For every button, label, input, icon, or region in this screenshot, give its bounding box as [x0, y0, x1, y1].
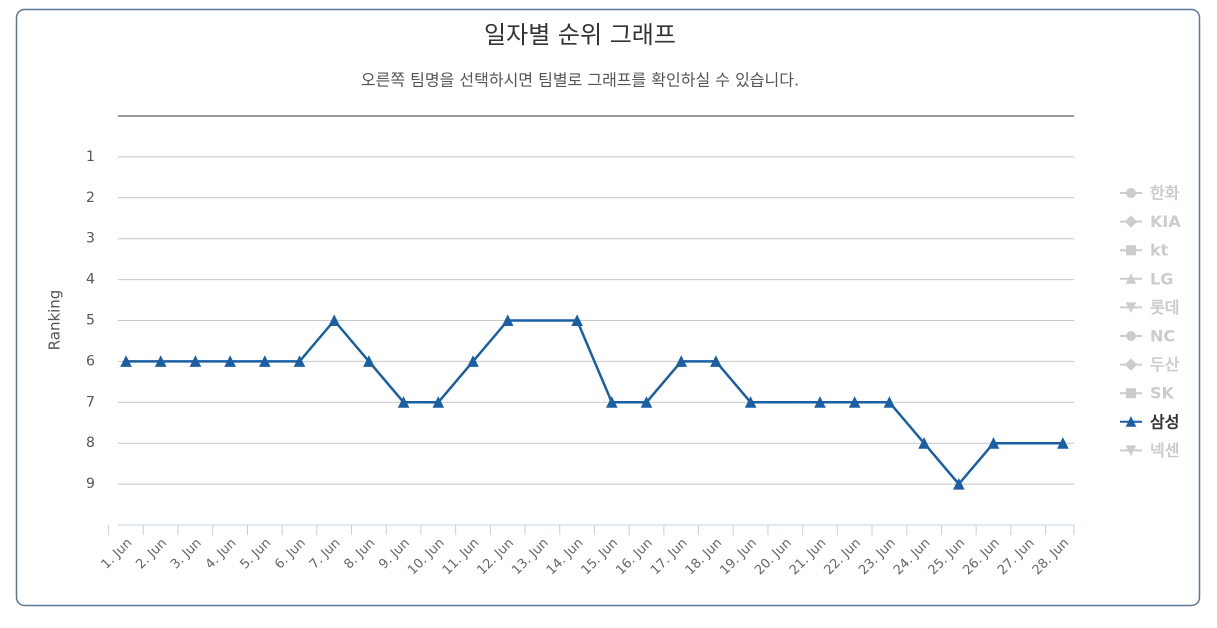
series-line-segment — [367, 360, 405, 404]
data-point — [883, 396, 896, 408]
legend-label: NC — [1150, 327, 1175, 346]
legend-label: 두산 — [1150, 355, 1180, 374]
y-tick-label: 3 — [86, 231, 95, 247]
series-line-segment — [888, 401, 926, 445]
legend-symbol — [1126, 188, 1136, 198]
series-line-segment — [472, 319, 509, 363]
legend-item[interactable]: KIA — [1120, 212, 1181, 231]
series-line-segment — [437, 360, 474, 404]
data-point — [675, 355, 688, 367]
series-line-segment — [333, 319, 370, 363]
legend-symbol — [1125, 445, 1137, 457]
data-point — [363, 355, 375, 367]
legend-item[interactable]: 넥센 — [1120, 441, 1179, 460]
legend-label: KIA — [1150, 212, 1181, 231]
series-line-segment — [575, 320, 613, 403]
legend-item[interactable]: 두산 — [1120, 355, 1180, 374]
data-point — [605, 396, 618, 408]
data-point — [571, 314, 583, 326]
legend-item[interactable]: kt — [1120, 241, 1169, 260]
y-tick-label: 9 — [86, 476, 95, 492]
y-tick-label: 4 — [86, 272, 95, 288]
data-point — [987, 437, 1000, 449]
legend-label: SK — [1150, 384, 1175, 403]
legend-label: 한화 — [1150, 184, 1180, 203]
legend-symbol — [1126, 245, 1136, 256]
legend-symbol — [1124, 215, 1138, 228]
legend-item[interactable]: 삼성 — [1120, 412, 1179, 431]
data-point — [640, 396, 653, 408]
series-line-segment — [923, 442, 960, 485]
y-tick-label: 5 — [86, 313, 95, 329]
y-tick-label: 8 — [86, 435, 95, 451]
y-tick-label: 1 — [86, 149, 95, 165]
chart-subtitle: 오른쪽 팀명을 선택하시면 팀별로 그래프를 확인하실 수 있습니다. — [361, 71, 799, 90]
data-point — [952, 477, 965, 490]
chart-title: 일자별 순위 그래프 — [484, 21, 676, 49]
y-tick-label: 6 — [86, 353, 95, 369]
series-line-segment — [298, 319, 336, 363]
legend-item[interactable]: 롯데 — [1120, 298, 1179, 317]
legend-symbol — [1125, 273, 1137, 284]
data-point — [189, 355, 202, 367]
legend-label: 삼성 — [1150, 412, 1179, 431]
data-point — [710, 355, 722, 367]
card-border — [15, 8, 1201, 607]
series-line-segment — [645, 360, 683, 404]
y-tick-label: 2 — [86, 190, 95, 206]
legend-item[interactable]: 한화 — [1120, 184, 1180, 203]
series-line-segment — [714, 360, 752, 404]
legend-label: kt — [1150, 241, 1169, 260]
data-point — [814, 396, 826, 408]
data-point — [501, 314, 514, 326]
data-point — [848, 396, 861, 408]
legend-item[interactable]: NC — [1120, 327, 1175, 346]
data-point — [1057, 437, 1069, 449]
data-point — [918, 437, 930, 449]
legend-symbol — [1126, 388, 1136, 399]
data-point — [258, 355, 271, 367]
legend-label: 롯데 — [1150, 298, 1179, 317]
legend-label: LG — [1150, 269, 1173, 288]
legend-item[interactable]: LG — [1120, 269, 1173, 288]
data-point — [467, 355, 479, 367]
data-point — [120, 355, 132, 367]
legend-symbol — [1125, 302, 1137, 314]
legend-symbol — [1125, 416, 1137, 427]
data-point — [397, 396, 410, 408]
legend-label: 넥센 — [1150, 441, 1179, 460]
data-point — [224, 355, 236, 367]
data-point — [328, 314, 341, 326]
data-point — [154, 355, 167, 367]
y-tick-label: 7 — [86, 394, 95, 410]
data-point — [432, 396, 445, 408]
data-point — [293, 355, 306, 367]
series-line-segment — [957, 442, 995, 485]
data-point — [744, 396, 757, 408]
legend-item[interactable]: SK — [1120, 384, 1175, 403]
legend-symbol — [1126, 331, 1136, 341]
y-axis-label: Ranking — [46, 290, 64, 351]
legend-symbol — [1124, 358, 1138, 371]
